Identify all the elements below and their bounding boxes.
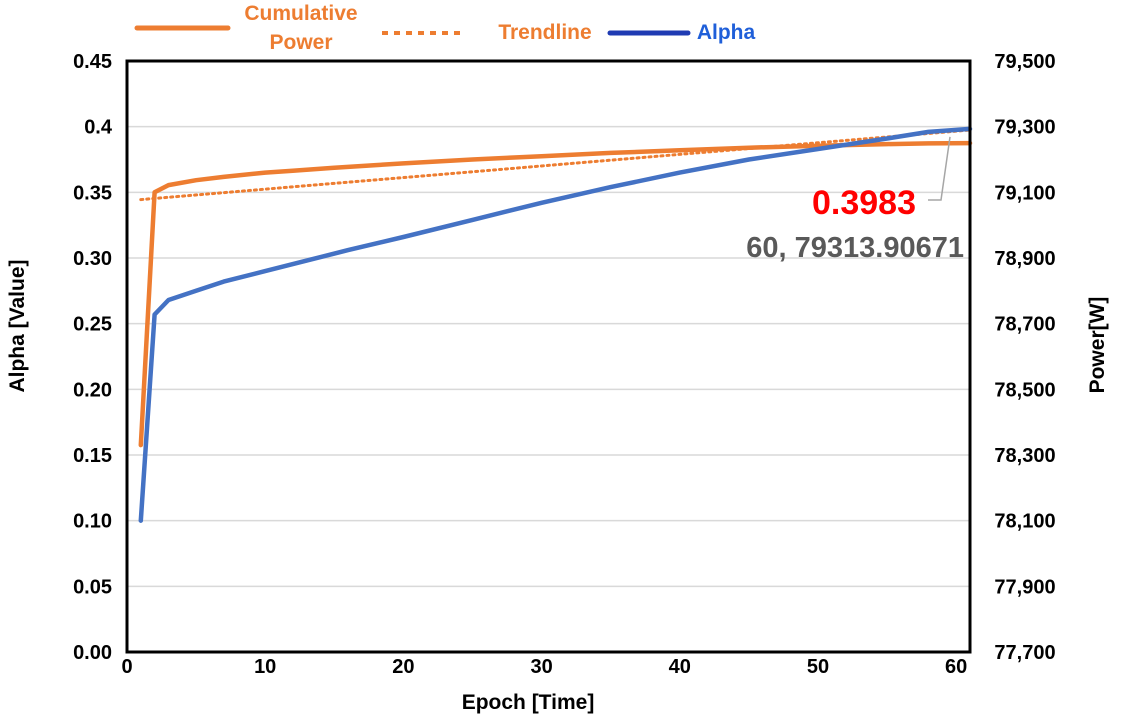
y-right-tick-label: 78,500 xyxy=(994,379,1055,401)
y-right-axis-title: Power[W] xyxy=(1086,297,1109,394)
x-axis-title: Epoch [Time] xyxy=(462,691,595,714)
y-left-tick-label: 0.10 xyxy=(73,511,112,533)
legend-label: Cumulative xyxy=(244,2,357,25)
annotation-leader-line xyxy=(928,136,951,201)
x-tick-label: 30 xyxy=(530,656,552,678)
axes: 0.00 0.05 0.10 0.15 0.20 0.25 0.30 0.35 0.4 0.45 7… xyxy=(6,51,1109,714)
annotation-alpha-value: 0.3983 xyxy=(812,184,916,222)
y-right-tick-label: 79,100 xyxy=(994,182,1055,204)
y-right-tick-label: 77,700 xyxy=(994,642,1055,664)
y-left-tick-label: 0.4 xyxy=(84,117,113,139)
series-line-trendline xyxy=(139,128,972,202)
y-right-tick-label: 79,500 xyxy=(994,51,1055,73)
y-left-tick-label: 0.15 xyxy=(73,445,112,467)
series-line-alpha xyxy=(138,126,973,523)
x-tick-label: 20 xyxy=(392,656,414,678)
y-right-tick-label: 78,900 xyxy=(994,248,1055,270)
y-right-tick-label: 77,900 xyxy=(994,576,1055,598)
annotations: 0.3983 60, 79313.90671 xyxy=(746,136,964,264)
legend-label: Alpha xyxy=(697,21,756,44)
x-tick-label: 60 xyxy=(945,656,967,678)
grid xyxy=(127,125,970,588)
annotation-power-value: 60, 79313.90671 xyxy=(746,232,964,264)
y-left-tick-label: 0.05 xyxy=(73,576,112,598)
y-left-tick-label: 0.00 xyxy=(73,642,112,664)
legend-label: Power xyxy=(269,31,332,54)
legend: Cumulative Power Trendline Alpha xyxy=(134,2,756,54)
y-left-tick-label: 0.30 xyxy=(73,248,112,270)
y-right-tick-label: 78,300 xyxy=(994,445,1055,467)
y-left-tick-label: 0.35 xyxy=(73,182,112,204)
x-tick-label: 50 xyxy=(807,656,829,678)
y-right-tick-label: 78,700 xyxy=(994,314,1055,336)
y-left-tick-label: 0.20 xyxy=(73,379,112,401)
x-tick-label: 40 xyxy=(669,656,691,678)
plot-frame xyxy=(125,59,972,654)
y-right-tick-label: 78,100 xyxy=(994,511,1055,533)
x-tick-label: 10 xyxy=(254,656,276,678)
y-left-tick-label: 0.25 xyxy=(73,314,112,336)
x-tick-label: 0 xyxy=(121,656,132,678)
legend-label: Trendline xyxy=(498,21,591,44)
y-left-axis-title: Alpha [Value] xyxy=(6,259,29,392)
series-line-cumulative-power xyxy=(138,140,973,448)
y-left-tick-label: 0.45 xyxy=(73,51,112,73)
series-layer xyxy=(138,126,973,523)
y-right-tick-label: 79,300 xyxy=(994,117,1055,139)
